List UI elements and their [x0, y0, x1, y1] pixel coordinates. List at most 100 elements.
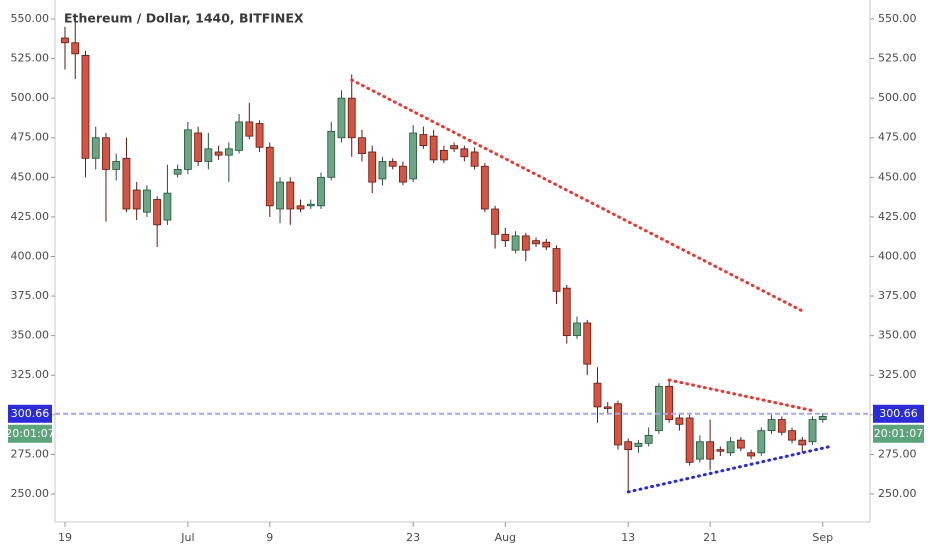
- y-tick-label: 425.00: [11, 210, 50, 223]
- candle-body: [634, 442, 643, 447]
- candle-body: [808, 419, 817, 443]
- candle-body: [562, 287, 571, 337]
- price-label: 300.66: [879, 407, 918, 420]
- x-tick-label: 19: [58, 531, 72, 544]
- candle-body: [655, 385, 663, 432]
- candle-body: [532, 240, 540, 245]
- candle-body: [757, 430, 766, 454]
- candle-body: [409, 132, 418, 180]
- y-tick-label: 325.00: [11, 368, 50, 381]
- candle-body: [460, 148, 469, 158]
- y-tick-label: 450.00: [878, 170, 917, 183]
- candle-body: [337, 97, 346, 139]
- candle-body: [358, 137, 366, 154]
- price-label-box: [873, 404, 924, 423]
- candle-body: [378, 161, 387, 180]
- candle-body: [143, 189, 151, 213]
- candle-body: [736, 439, 745, 449]
- candle-body: [603, 406, 612, 409]
- candle-body: [419, 134, 428, 147]
- y-tick-label: 450.00: [11, 170, 50, 183]
- candle-body: [296, 205, 305, 210]
- x-tick-label: 13: [621, 531, 635, 544]
- candle-body: [61, 37, 69, 44]
- y-tick-label: 475.00: [878, 131, 917, 144]
- candle-body: [132, 189, 141, 210]
- y-tick-label: 350.00: [878, 329, 917, 342]
- y-tick-label: 525.00: [11, 52, 50, 65]
- candle-body: [675, 417, 684, 425]
- y-tick-label: 400.00: [11, 249, 50, 262]
- candle-body: [716, 449, 725, 452]
- candle-body: [317, 176, 325, 207]
- candle-body: [91, 137, 100, 159]
- candle-body: [245, 121, 254, 137]
- trendline: [350, 78, 804, 313]
- candle-body: [491, 208, 499, 235]
- countdown-label: 20:01:07: [5, 427, 54, 440]
- candle-body: [747, 452, 755, 457]
- candle-body: [224, 148, 233, 156]
- candle-body: [276, 181, 284, 210]
- candle-body: [122, 157, 131, 210]
- candle-body: [450, 145, 459, 150]
- candle-body: [368, 151, 377, 183]
- candle-body: [480, 165, 489, 210]
- candle-body: [429, 135, 438, 161]
- candle-body: [153, 199, 162, 226]
- candle-body: [388, 161, 397, 167]
- y-tick-label: 400.00: [878, 249, 917, 262]
- y-tick-label: 475.00: [11, 131, 50, 144]
- candle-body: [194, 132, 203, 162]
- candle-body: [306, 203, 315, 207]
- candle-body: [767, 419, 776, 432]
- candle-body: [399, 165, 407, 183]
- candle-body: [552, 248, 561, 292]
- y-tick-label: 250.00: [878, 487, 917, 500]
- x-tick-label: Jul: [180, 531, 194, 544]
- y-tick-label: 425.00: [878, 210, 917, 223]
- candle-body: [102, 137, 110, 170]
- plot: [51, 18, 874, 527]
- x-tick-label: Aug: [495, 531, 516, 544]
- countdown-label: 20:01:07: [874, 427, 923, 440]
- candle-body: [706, 441, 715, 460]
- candle-body: [777, 419, 786, 433]
- candle-body: [439, 150, 448, 161]
- countdown-box: [8, 424, 52, 443]
- candle-body: [501, 233, 510, 242]
- countdown-box: [873, 424, 924, 443]
- y-tick-label: 500.00: [11, 91, 50, 104]
- y-tick-label: 275.00: [11, 447, 50, 460]
- trendline: [626, 444, 835, 494]
- candle-body: [685, 417, 694, 463]
- candle-body: [624, 441, 633, 451]
- price-label-box: [8, 404, 52, 423]
- candle-body: [521, 235, 530, 251]
- x-tick-label: 9: [266, 531, 273, 544]
- candle-body: [644, 434, 653, 444]
- price-label: 300.66: [11, 407, 50, 420]
- candle-body: [265, 146, 274, 207]
- chart-title: Ethereum / Dollar, 1440, BITFINEX: [64, 11, 304, 26]
- x-tick-label: 23: [406, 531, 420, 544]
- y-tick-label: 275.00: [878, 447, 917, 460]
- y-tick-label: 350.00: [11, 329, 50, 342]
- candle-body: [173, 169, 182, 175]
- y-tick-label: 375.00: [11, 289, 50, 302]
- candle-body: [542, 241, 551, 248]
- candle-body: [593, 382, 602, 408]
- candle-body: [726, 441, 735, 454]
- x-tick-label: Sep: [812, 531, 833, 544]
- y-tick-label: 250.00: [11, 487, 50, 500]
- candle-body: [214, 151, 223, 156]
- y-tick-label: 325.00: [878, 368, 917, 381]
- y-tick-label: 525.00: [878, 52, 917, 65]
- y-tick-label: 550.00: [878, 12, 917, 25]
- candle-body: [511, 235, 520, 251]
- candle-body: [818, 415, 827, 420]
- candle-body: [183, 129, 192, 170]
- candle-body: [665, 385, 674, 420]
